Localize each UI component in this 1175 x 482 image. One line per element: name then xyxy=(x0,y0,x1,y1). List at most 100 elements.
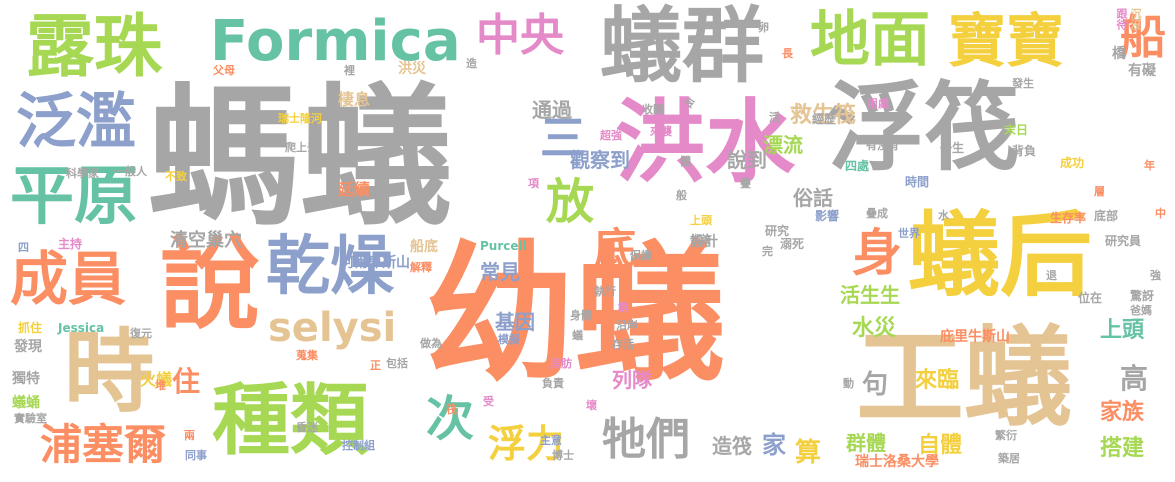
word-boshi: 博士 xyxy=(552,449,574,462)
word-pingyuan: 平原 xyxy=(10,160,138,234)
word-yiqun: 蟻群 xyxy=(600,0,765,94)
word-wan: 完 xyxy=(762,245,773,258)
word-youmeiyou: 有沒有 xyxy=(866,139,899,152)
word-luzhu: 露珠 xyxy=(26,8,163,87)
word-chengyuan: 成員 xyxy=(10,245,127,313)
word-purcell: Purcell xyxy=(480,239,527,253)
word-zhifang: 脂肪 xyxy=(550,357,572,370)
word-liang: 兩 xyxy=(184,429,195,442)
word-yanjiuyuan: 研究員 xyxy=(1105,234,1142,248)
word-nisi: 溺死 xyxy=(780,237,805,251)
word-kexuejia: 科學家 xyxy=(66,167,99,180)
word-xiang: 項 xyxy=(528,177,539,190)
word-jieshi: 解釋 xyxy=(410,261,432,274)
word-bama: 爸媽 xyxy=(1130,304,1152,317)
word-tongguo: 通過 xyxy=(532,98,572,122)
word-zhonglei: 種類 xyxy=(212,376,369,466)
word-shui: 水 xyxy=(938,209,949,222)
word-shengcunlv: 生存率 xyxy=(1050,211,1087,225)
word-yanan: 沿岸 xyxy=(616,319,638,332)
word-ruishi-longhe: 瑞士隆河 xyxy=(278,112,322,125)
word-dong: 動 xyxy=(843,377,854,390)
word-diecheng: 疊成 xyxy=(866,207,888,220)
word-huoshengsheng: 活生生 xyxy=(840,283,900,307)
word-dui: 堆 xyxy=(155,379,166,392)
word-yanxu: 延續 xyxy=(338,180,371,199)
word-faxian: 發現 xyxy=(14,339,42,355)
word-chuandi: 船底 xyxy=(410,239,438,255)
word-pashangqu: 爬上去 xyxy=(285,141,318,154)
word-jessica: Jessica xyxy=(58,321,105,335)
word-shangtou: 上頭 xyxy=(1100,318,1145,343)
word-shen: 身 xyxy=(852,224,902,282)
word-ceng: 層 xyxy=(1094,185,1105,198)
word-zuowei: 做為 xyxy=(420,337,442,350)
word-qun: 群 xyxy=(618,301,629,314)
word-fanyan: 繁衍 xyxy=(995,429,1017,442)
word-fufa: 浮筏 xyxy=(828,72,1020,184)
word-shijie: 世界 xyxy=(898,227,920,240)
word-shangtou-small: 上頭 xyxy=(690,214,712,227)
word-jiushengfa: 救生筏 xyxy=(790,103,857,128)
word-jingli: 經歷 xyxy=(812,112,837,126)
word-alps: 阿爾卑斯山 xyxy=(340,255,410,271)
word-suhua: 俗話 xyxy=(793,186,833,210)
word-shouguan: 收關 xyxy=(642,103,664,116)
word-zhongyang: 中央 xyxy=(476,10,564,61)
word-mayi: 螞蟻 xyxy=(148,69,452,246)
word-shou: 受 xyxy=(483,395,494,408)
word-fuli: 浮力 xyxy=(488,422,565,466)
word-yibanren: 一般人 xyxy=(114,165,147,178)
word-zhuazhu: 抓住 xyxy=(18,321,43,335)
word-gongyi: 工蟻 xyxy=(856,316,1073,441)
word-formica: Formica xyxy=(210,9,461,74)
word-shuodao: 說到 xyxy=(727,148,767,172)
word-chenggong: 成功 xyxy=(1060,156,1085,170)
word-ban: 般 xyxy=(676,189,687,202)
word-yi: 蟻 xyxy=(572,329,583,342)
word-yisheng: 一生 xyxy=(940,141,965,155)
word-tui: 退 xyxy=(1046,269,1057,282)
word-zhu: 住 xyxy=(172,365,201,398)
word-dajian: 搭建 xyxy=(1100,436,1145,461)
word-shi: 時 xyxy=(64,320,154,425)
word-ganzao: 乾燥 xyxy=(266,230,394,304)
word-zao: 造 xyxy=(466,57,477,70)
word-si: 四 xyxy=(18,241,29,254)
word-laixi: 來襲 xyxy=(650,125,672,138)
word-souji: 蒐集 xyxy=(296,349,318,362)
word-chaoqiang: 超強 xyxy=(600,129,622,142)
word-beifu: 背負 xyxy=(1012,144,1037,158)
word-fang: 放 xyxy=(546,174,595,230)
word-die: 疊 xyxy=(740,177,751,190)
word-huo: 活 xyxy=(769,111,780,124)
word-yexu: 也許 xyxy=(690,233,712,246)
word-yihou: 蟻后 xyxy=(908,202,1093,309)
word-gendai: 跟待 xyxy=(1115,8,1128,30)
word-tongshi: 同事 xyxy=(185,449,207,462)
word-tamen: 牠們 xyxy=(602,414,690,465)
word-pusaier: 浦塞爾 xyxy=(40,420,167,469)
word-shenti: 身體 xyxy=(570,309,592,322)
word-jingya: 驚訝 xyxy=(1130,289,1155,303)
word-moni: 模擬 xyxy=(498,333,520,346)
word-selysi: selysi xyxy=(268,305,397,351)
word-kongzhizu: 控制組 xyxy=(342,439,375,452)
word-li: 裡 xyxy=(344,64,355,77)
word-guanchadao: 觀察到 xyxy=(570,148,630,172)
word-ruishi-luosang: 瑞士洛桑大學 xyxy=(855,454,939,470)
word-san: 三 xyxy=(540,111,586,165)
word-jiyin: 基因 xyxy=(495,310,535,334)
word-ling: 令 xyxy=(684,97,695,110)
word-yingxiang: 影響 xyxy=(815,209,840,223)
word-ju: 句 xyxy=(862,370,889,400)
word-luan: 卵 xyxy=(758,21,769,34)
word-hongshui: 洪水 xyxy=(615,90,795,195)
word-sheji: 設計 xyxy=(690,234,718,250)
word-dibu: 底部 xyxy=(1094,209,1119,223)
word-fuyuan: 復元 xyxy=(130,327,152,340)
word-zaofa: 造筏 xyxy=(712,434,752,458)
word-fanlan: 泛濫 xyxy=(16,87,136,157)
word-piaoliu: 漂流 xyxy=(763,133,803,157)
